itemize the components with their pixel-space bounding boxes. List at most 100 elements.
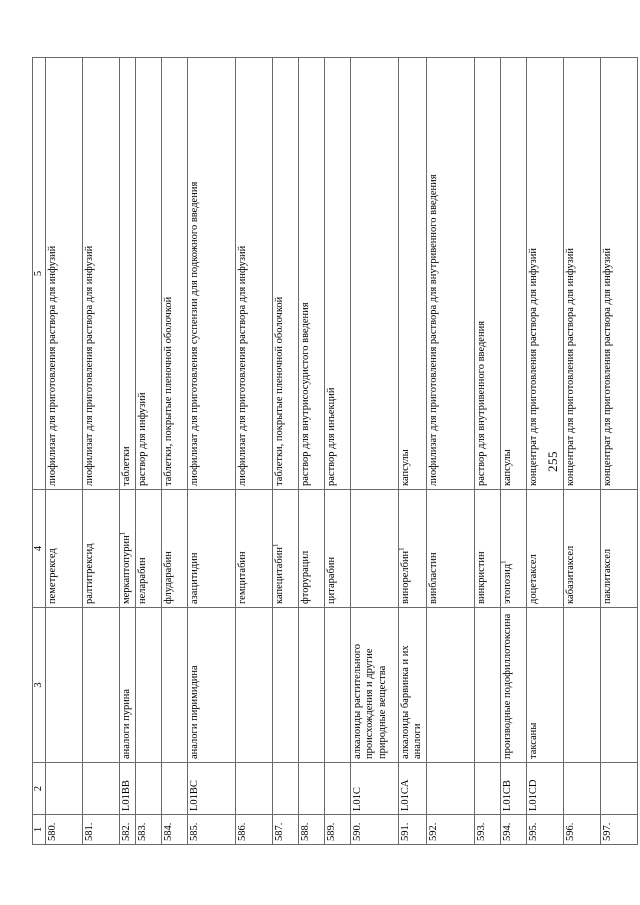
dosage-form-cell: лиофилизат для приготовления раствора дл… xyxy=(82,57,120,490)
dosage-form-cell: лиофилизат для приготовления раствора дл… xyxy=(235,57,273,490)
column-header-4: 4 xyxy=(32,489,46,608)
footnote-marker: 1 xyxy=(398,547,405,551)
inn-name-cell: цитарабин xyxy=(324,489,351,608)
dosage-form-cell: капсулы xyxy=(398,57,426,490)
table-row: 592. винбластин лиофилизат для приготовлен… xyxy=(426,57,474,845)
table-row: 597. паклитаксел концентрат для приготовле… xyxy=(600,57,637,845)
pharmacological-group-cell xyxy=(272,607,299,763)
pharmacological-group-cell xyxy=(563,607,600,763)
row-number-cell: 580. xyxy=(45,814,83,845)
atc-code-cell xyxy=(135,762,162,815)
dosage-form-cell: раствор для внутрисосудистого введения xyxy=(298,57,325,490)
table-row: 590. L01C алкалоиды растительного происхож… xyxy=(350,57,399,845)
table-header-row: 1 2 3 4 5 xyxy=(32,57,46,845)
pharmacological-group-cell xyxy=(474,607,500,763)
row-number-cell: 583. xyxy=(135,814,162,845)
dosage-form-cell: лиофилизат для приготовления раствора дл… xyxy=(426,57,474,490)
inn-name-cell: ралтитрексид xyxy=(82,489,120,608)
pharmacological-group-cell xyxy=(298,607,325,763)
table-header: 1 2 3 4 5 xyxy=(32,57,46,845)
column-header-2: 2 xyxy=(32,762,46,815)
inn-name-cell: этопозид1 xyxy=(500,489,526,608)
inn-name-cell: меркаптопурин1 xyxy=(119,489,136,608)
atc-code-cell xyxy=(82,762,120,815)
inn-name-cell: доцетаксел xyxy=(526,489,563,608)
row-number-cell: 582. xyxy=(119,814,136,845)
dosage-form-cell: раствор для внутривенного введения xyxy=(474,57,500,490)
row-number-cell: 597. xyxy=(600,814,637,845)
atc-code-cell xyxy=(235,762,273,815)
inn-name-cell: фторурацил xyxy=(298,489,325,608)
inn-name-cell: азацитидин xyxy=(187,489,236,608)
row-number-cell: 590. xyxy=(350,814,399,845)
table-row: 593. винкристин раствор для внутривенного … xyxy=(474,57,500,845)
pharmacological-group-cell: производные подофиллотоксина xyxy=(500,607,526,763)
atc-code-cell xyxy=(161,762,188,815)
row-number-cell: 584. xyxy=(161,814,188,845)
column-header-3: 3 xyxy=(32,607,46,763)
column-header-5: 5 xyxy=(32,57,46,490)
atc-code-cell xyxy=(45,762,83,815)
table-row: 581. ралтитрексид лиофилизат для приготовл… xyxy=(82,57,120,845)
dosage-form-cell: капсулы xyxy=(500,57,526,490)
inn-name-cell: неларабин xyxy=(135,489,162,608)
table-body: 580. пеметрексед лиофилизат для приготовле… xyxy=(45,57,637,845)
row-number-cell: 594. xyxy=(500,814,526,845)
table-row: 595. L01CD таксаны доцетаксел концентрат для… xyxy=(526,57,563,845)
inn-name-cell: винорелбин1 xyxy=(398,489,426,608)
atc-code-cell xyxy=(474,762,500,815)
row-number-cell: 592. xyxy=(426,814,474,845)
pharmacological-group-cell xyxy=(161,607,188,763)
table-row: 589. цитарабин раствор для инъекций xyxy=(324,57,351,845)
dosage-form-cell: концентрат для приготовления раствора дл… xyxy=(600,57,637,490)
pharmacological-group-cell: алкалоиды барвинка и их аналоги xyxy=(398,607,426,763)
dosage-form-cell: концентрат для приготовления раствора дл… xyxy=(563,57,600,490)
atc-code-cell xyxy=(563,762,600,815)
footnote-marker: 1 xyxy=(500,560,507,564)
footnote-marker: 1 xyxy=(272,544,279,548)
atc-code-cell: L01CD xyxy=(526,762,563,815)
table-row: 587. капецитабин1таблетки, покрытые плено… xyxy=(272,57,299,845)
table-row: 586. гемцитабин лиофилизат для приготовлен… xyxy=(235,57,273,845)
pharmacological-group-cell: алкалоиды растительного происхождения и … xyxy=(350,607,399,763)
dosage-form-cell: раствор для инъекций xyxy=(324,57,351,490)
table-row: 591. L01CA алкалоиды барвинка и их аналоги… xyxy=(398,57,426,845)
atc-code-cell xyxy=(272,762,299,815)
row-number-cell: 586. xyxy=(235,814,273,845)
column-header-1: 1 xyxy=(32,814,46,845)
atc-code-cell xyxy=(600,762,637,815)
drug-registry-table: 1 2 3 4 5 580. пеметрексед лиофилизат для … xyxy=(32,57,638,845)
pharmacological-group-cell xyxy=(135,607,162,763)
inn-name-cell xyxy=(350,489,399,608)
inn-name-cell: пеметрексед xyxy=(45,489,83,608)
atc-code-cell: L01C xyxy=(350,762,399,815)
dosage-form-cell: лиофилизат для приготовления раствора дл… xyxy=(45,57,83,490)
atc-code-cell: L01BC xyxy=(187,762,236,815)
table-row: 580. пеметрексед лиофилизат для приготовле… xyxy=(45,57,83,845)
footnote-marker: 1 xyxy=(120,532,127,536)
pharmacological-group-cell xyxy=(426,607,474,763)
row-number-cell: 589. xyxy=(324,814,351,845)
atc-code-cell: L01CA xyxy=(398,762,426,815)
row-number-cell: 591. xyxy=(398,814,426,845)
pharmacological-group-cell: аналоги пурина xyxy=(119,607,136,763)
row-number-cell: 596. xyxy=(563,814,600,845)
pharmacological-group-cell xyxy=(600,607,637,763)
dosage-form-cell: таблетки, покрытые пленочной оболочкой xyxy=(161,57,188,490)
dosage-form-cell: концентрат для приготовления раствора дл… xyxy=(526,57,563,490)
row-number-cell: 581. xyxy=(82,814,120,845)
pharmacological-group-cell xyxy=(324,607,351,763)
pharmacological-group-cell: аналоги пиримидина xyxy=(187,607,236,763)
inn-name-cell: винбластин xyxy=(426,489,474,608)
pharmacological-group-cell: таксаны xyxy=(526,607,563,763)
atc-code-cell: L01BB xyxy=(119,762,136,815)
row-number-cell: 588. xyxy=(298,814,325,845)
atc-code-cell xyxy=(298,762,325,815)
inn-name-cell: капецитабин1 xyxy=(272,489,299,608)
inn-name-cell: кабазитаксел xyxy=(563,489,600,608)
table-row: 588. фторурацил раствор для внутрисосудист… xyxy=(298,57,325,845)
pharmacological-group-cell xyxy=(235,607,273,763)
row-number-cell: 593. xyxy=(474,814,500,845)
